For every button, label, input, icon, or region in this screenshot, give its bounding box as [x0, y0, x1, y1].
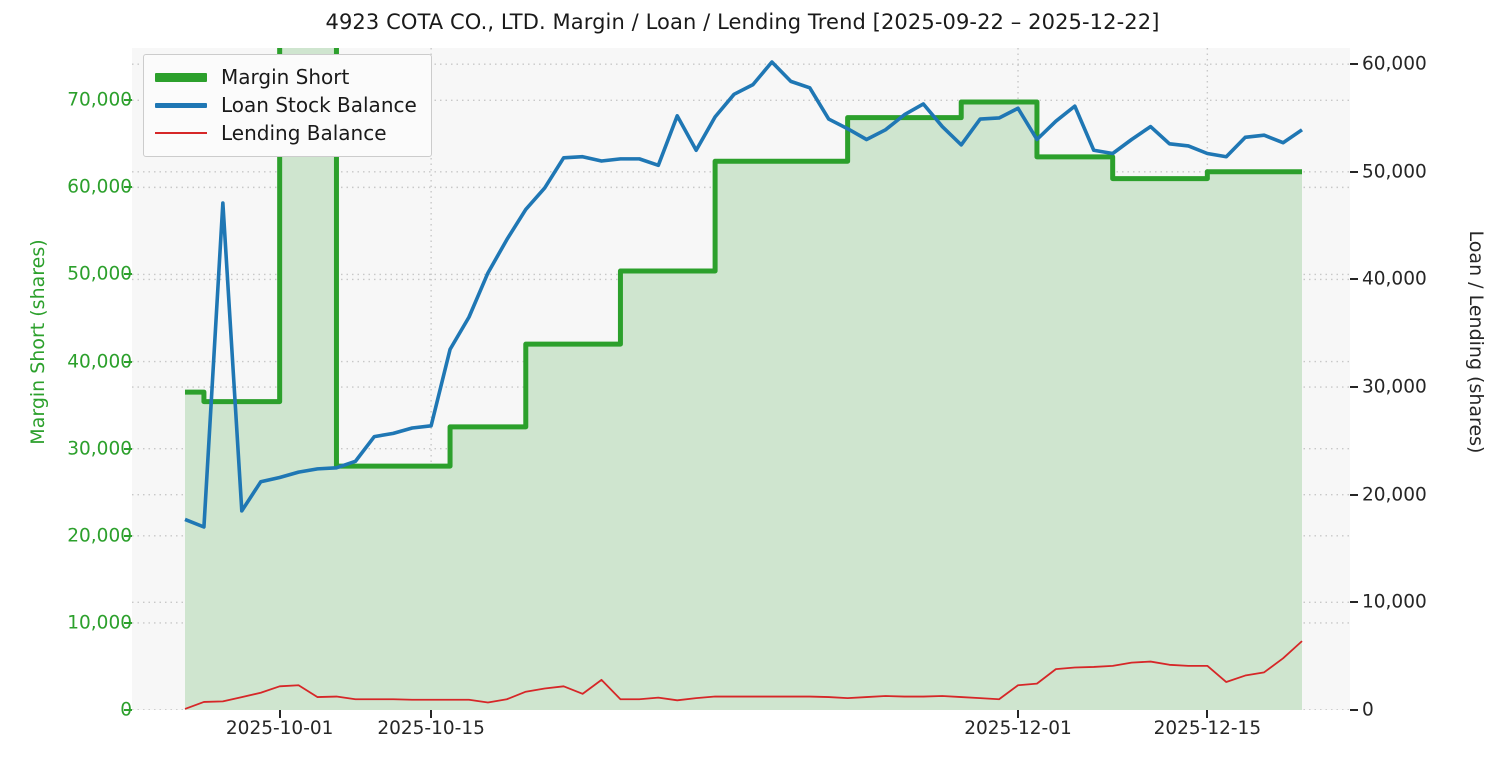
- y-axis-right-tick-mark: [1350, 493, 1358, 496]
- legend-label-margin-short: Margin Short: [221, 65, 350, 89]
- x-axis-tick-label: 2025-10-01: [225, 718, 334, 739]
- y-axis-right-tick-label: 0: [1362, 699, 1374, 721]
- y-axis-left-tick-mark: [124, 186, 132, 189]
- x-axis-tick-label: 2025-12-01: [964, 718, 1072, 739]
- y-axis-left-tick-mark: [124, 360, 132, 363]
- y-axis-left-tick-mark: [124, 709, 132, 711]
- legend-swatch-margin-short-icon: [155, 72, 207, 82]
- y-axis-right-tick-mark: [1350, 170, 1358, 173]
- page-title: 4923 COTA CO., LTD. Margin / Loan / Lend…: [325, 10, 1160, 34]
- x-axis-tick-label: 2025-10-15: [377, 718, 485, 739]
- y-axis-left-tick-mark: [124, 447, 132, 450]
- y-axis-right-tick-label: 10,000: [1362, 591, 1427, 613]
- y-axis-right-tick-label: 20,000: [1362, 484, 1427, 506]
- y-axis-left-tick-label: 10,000: [67, 612, 132, 634]
- legend-swatch-loan-stock-balance-icon: [155, 102, 207, 108]
- y-axis-right-tick-mark: [1350, 278, 1358, 281]
- x-axis-tick-mark: [278, 710, 281, 718]
- y-axis-left-tick-label: 20,000: [67, 525, 132, 547]
- x-axis-tick-mark: [1017, 710, 1020, 718]
- y-axis-right-tick-mark: [1350, 63, 1358, 66]
- y-axis-left-tick-label: 50,000: [67, 263, 132, 285]
- y-axis-right-label: Loan / Lending (shares): [1465, 230, 1485, 454]
- y-axis-left-tick-label: 70,000: [67, 89, 132, 111]
- y-axis-left-tick-mark: [124, 534, 132, 537]
- y-axis-left-tick-mark: [124, 99, 132, 102]
- legend-label-lending-balance: Lending Balance: [221, 121, 387, 145]
- legend-item-loan-stock-balance[interactable]: Loan Stock Balance: [155, 91, 417, 119]
- legend-label-loan-stock-balance: Loan Stock Balance: [221, 93, 417, 117]
- plot-area: [132, 48, 1350, 710]
- y-axis-right-tick-mark: [1350, 601, 1358, 604]
- y-axis-right-tick-label: 40,000: [1362, 268, 1427, 290]
- y-axis-left-tick-label: 60,000: [67, 176, 132, 198]
- y-axis-right-tick-label: 30,000: [1362, 376, 1427, 398]
- x-axis-tick-label: 2025-12-15: [1153, 718, 1262, 739]
- y-axis-left-tick-label: 40,000: [67, 351, 132, 373]
- series-lines: [184, 48, 1304, 710]
- chart-legend: Margin Short Loan Stock Balance Lending …: [143, 54, 432, 157]
- y-axis-left-tick-mark: [124, 621, 132, 624]
- chart-canvas: [132, 48, 1350, 710]
- legend-swatch-lending-balance-icon: [155, 132, 207, 134]
- legend-item-lending-balance[interactable]: Lending Balance: [155, 119, 417, 147]
- margin-short-area-fill: [185, 48, 1302, 710]
- y-axis-right-tick-mark: [1350, 709, 1358, 711]
- y-axis-right-tick-mark: [1350, 386, 1358, 389]
- y-axis-left-label: Margin Short (shares): [27, 239, 49, 445]
- y-axis-right-tick-label: 50,000: [1362, 161, 1427, 183]
- y-axis-right-tick-label: 60,000: [1362, 53, 1427, 75]
- x-axis-tick-mark: [1206, 710, 1209, 718]
- y-axis-left-tick-mark: [124, 273, 132, 276]
- x-axis-tick-mark: [430, 710, 433, 718]
- legend-item-margin-short[interactable]: Margin Short: [155, 63, 417, 91]
- y-axis-left-tick-label: 30,000: [67, 438, 132, 460]
